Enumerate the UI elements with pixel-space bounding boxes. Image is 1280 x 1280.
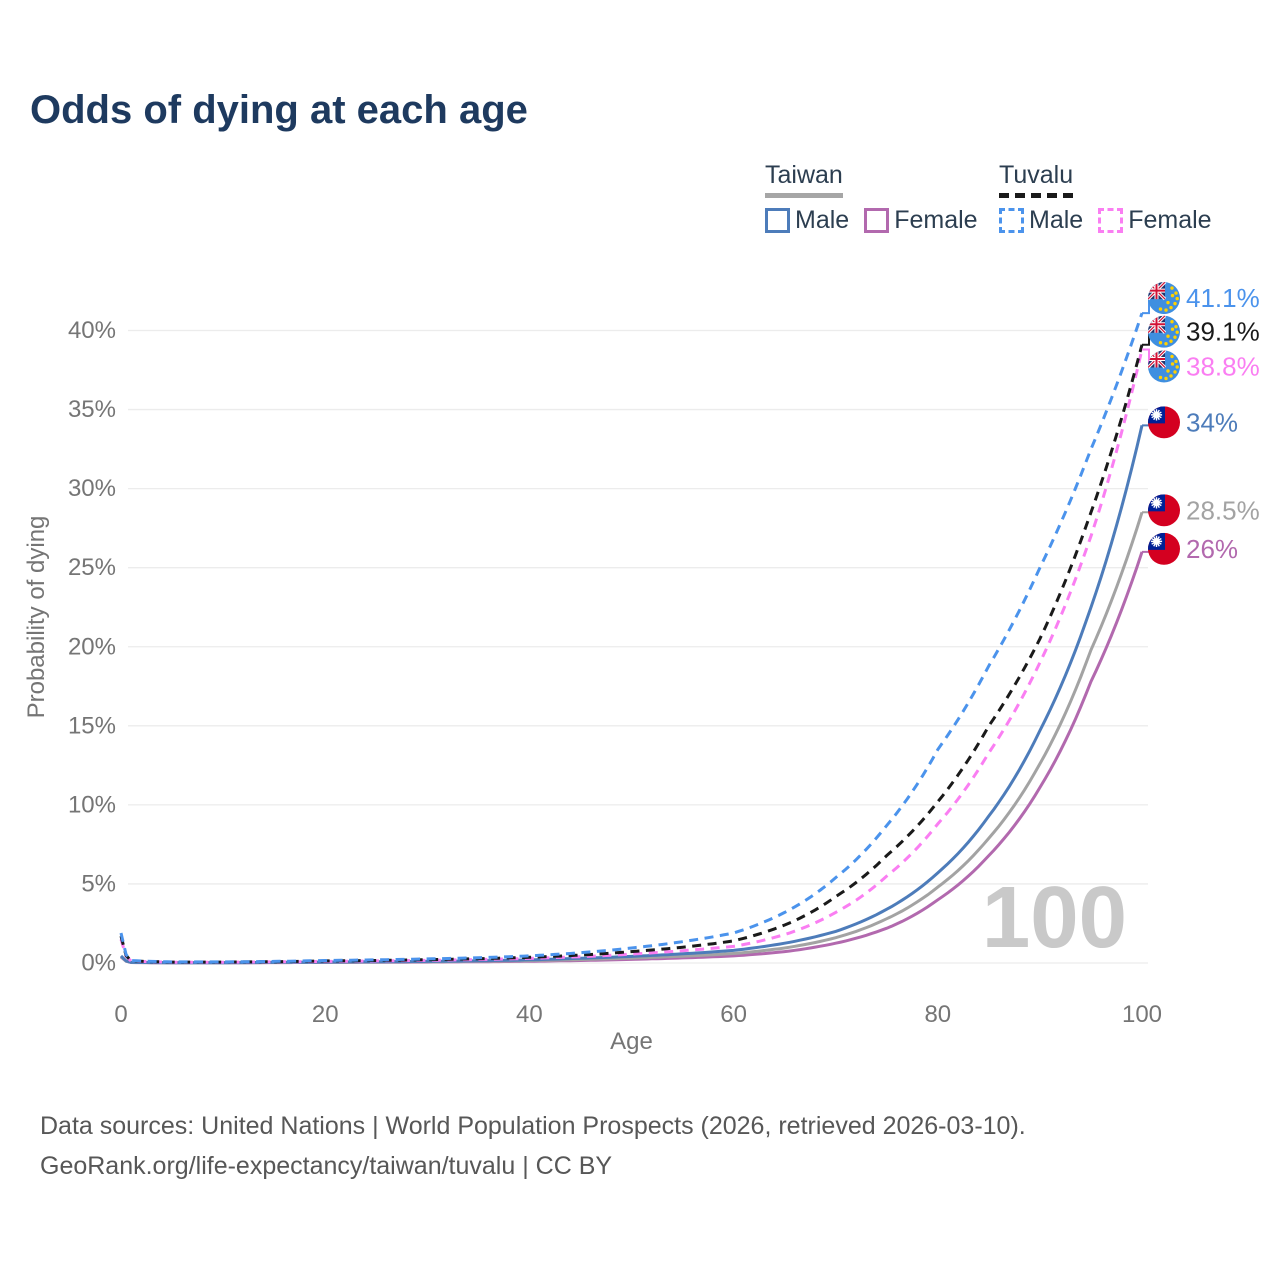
x-tick-label: 100 <box>1122 1001 1162 1028</box>
chart-footer: Data sources: United Nations | World Pop… <box>40 1106 1026 1186</box>
x-tick-label: 0 <box>114 1001 127 1028</box>
taiwan-flag-icon <box>1148 406 1180 439</box>
page-title: Odds of dying at each age <box>30 88 528 132</box>
y-tick-label: 5% <box>81 870 116 897</box>
tuvalu-female-line-swatch-icon <box>1098 208 1124 233</box>
legend-item-tuvalu-female[interactable]: Female <box>1098 206 1212 235</box>
end-label-tuvalu-female: 38.8% <box>1186 351 1260 381</box>
legend-label-tuvalu-male: Male <box>1029 206 1084 234</box>
y-tick-label: 15% <box>68 712 116 739</box>
legend-label-taiwan-female: Female <box>894 206 978 234</box>
x-tick-label: 40 <box>516 1001 543 1028</box>
end-label-tuvalu-male: 41.1% <box>1186 283 1260 313</box>
y-tick-label: 40% <box>68 317 116 344</box>
x-tick-label: 20 <box>312 1001 339 1028</box>
y-tick-label: 10% <box>68 791 116 818</box>
x-tick-label: 60 <box>720 1001 747 1028</box>
x-axis-title: Age <box>610 1028 653 1055</box>
tuvalu-flag-icon <box>1148 350 1180 383</box>
legend-group-taiwan: Taiwan Male Female <box>765 161 978 235</box>
tuvalu-male-line-swatch-icon <box>999 208 1024 233</box>
y-axis-title: Probability of dying <box>23 516 50 719</box>
y-tick-label: 25% <box>68 554 116 581</box>
end-label-taiwan-total: 28.5% <box>1186 495 1260 525</box>
tuvalu-flag-icon <box>1148 282 1180 315</box>
taiwan-flag-icon <box>1148 494 1180 527</box>
legend-label-tuvalu-female: Female <box>1128 206 1212 234</box>
legend-label-taiwan-male: Male <box>795 206 850 234</box>
y-tick-label: 0% <box>81 950 116 977</box>
legend-country-taiwan: Taiwan <box>765 161 843 198</box>
attribution-line: GeoRank.org/life-expectancy/taiwan/tuval… <box>40 1152 613 1180</box>
series-line-tuvalu-male[interactable] <box>119 312 1144 964</box>
legend-item-taiwan-male[interactable]: Male <box>765 206 849 235</box>
legend-group-tuvalu: Tuvalu Male Female <box>999 161 1212 235</box>
legend-item-taiwan-female[interactable]: Female <box>864 206 978 235</box>
tuvalu-flag-icon <box>1148 315 1180 348</box>
y-tick-label: 35% <box>68 396 116 423</box>
y-tick-label: 30% <box>68 475 116 502</box>
data-sources-line: Data sources: United Nations | World Pop… <box>40 1112 1026 1140</box>
legend-country-tuvalu: Tuvalu <box>999 161 1074 198</box>
y-tick-label: 20% <box>68 633 116 660</box>
end-label-taiwan-female: 26% <box>1186 534 1238 564</box>
taiwan-female-line-swatch-icon <box>864 208 890 233</box>
taiwan-flag-icon <box>1148 532 1180 565</box>
age-watermark: 100 <box>982 869 1127 966</box>
taiwan-male-line-swatch-icon <box>765 208 790 233</box>
legend-item-tuvalu-male[interactable]: Male <box>999 206 1083 235</box>
end-label-tuvalu-total: 39.1% <box>1186 317 1260 347</box>
end-label-taiwan-male: 34% <box>1186 407 1238 437</box>
x-tick-label: 80 <box>924 1001 951 1028</box>
